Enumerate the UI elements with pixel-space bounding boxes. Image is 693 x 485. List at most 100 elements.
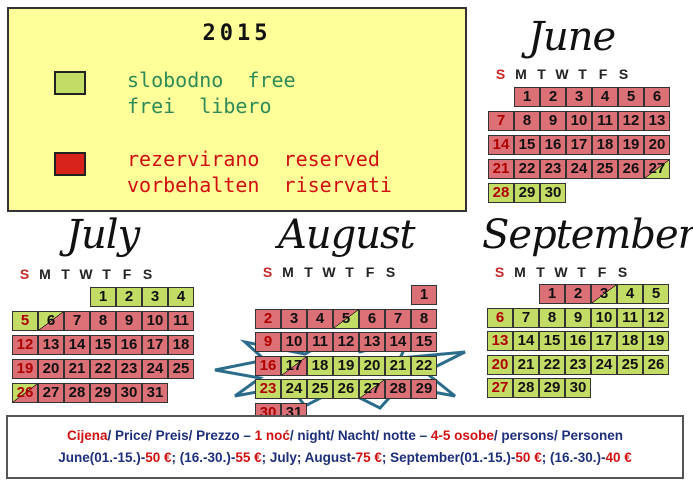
day-cell[interactable]: 29	[90, 383, 116, 403]
day-cell[interactable]: 14	[64, 335, 90, 355]
day-cell[interactable]: 27	[359, 379, 385, 399]
day-cell[interactable]: 18	[617, 331, 643, 351]
day-cell[interactable]: 3	[566, 87, 592, 107]
day-cell[interactable]: 6	[38, 311, 64, 331]
day-cell[interactable]: 21	[488, 159, 514, 179]
day-cell[interactable]: 8	[539, 307, 565, 328]
day-cell[interactable]: 17	[591, 331, 617, 351]
day-cell[interactable]: 4	[307, 308, 333, 329]
day-cell[interactable]: 14	[385, 332, 411, 352]
day-cell[interactable]: 22	[411, 355, 437, 376]
day-cell[interactable]: 18	[168, 335, 194, 355]
day-cell[interactable]: 16	[540, 135, 566, 155]
day-cell[interactable]: 23	[116, 359, 142, 379]
day-cell[interactable]: 21	[385, 355, 411, 376]
day-cell[interactable]: 1	[90, 287, 116, 307]
day-cell[interactable]: 30	[116, 383, 142, 403]
day-cell[interactable]: 3	[281, 308, 307, 329]
day-cell[interactable]: 8	[411, 308, 437, 329]
day-cell[interactable]: 26	[333, 379, 359, 399]
day-cell[interactable]: 21	[513, 354, 539, 375]
day-cell[interactable]: 22	[539, 354, 565, 375]
day-cell[interactable]: 4	[592, 87, 618, 107]
day-cell[interactable]: 19	[333, 355, 359, 376]
day-cell[interactable]: 15	[514, 135, 540, 155]
day-cell[interactable]: 15	[411, 332, 437, 352]
day-cell[interactable]: 6	[359, 308, 385, 329]
day-cell[interactable]: 9	[255, 332, 281, 352]
day-cell[interactable]: 2	[116, 287, 142, 307]
day-cell[interactable]: 5	[333, 308, 359, 329]
day-cell[interactable]: 9	[116, 311, 142, 331]
day-cell[interactable]: 5	[643, 284, 669, 304]
day-cell[interactable]: 24	[281, 379, 307, 399]
day-cell[interactable]: 25	[307, 379, 333, 399]
day-cell[interactable]: 26	[643, 354, 669, 375]
day-cell[interactable]: 20	[644, 135, 670, 155]
day-cell[interactable]: 13	[644, 111, 670, 131]
day-cell[interactable]: 29	[514, 183, 540, 203]
day-cell[interactable]: 13	[487, 331, 513, 351]
day-cell[interactable]: 18	[592, 135, 618, 155]
day-cell[interactable]: 12	[618, 111, 644, 131]
day-cell[interactable]: 10	[591, 307, 617, 328]
day-cell[interactable]: 10	[566, 111, 592, 131]
day-cell[interactable]: 7	[64, 311, 90, 331]
day-cell[interactable]: 11	[592, 111, 618, 131]
day-cell[interactable]: 1	[539, 284, 565, 304]
day-cell[interactable]: 3	[142, 287, 168, 307]
day-cell[interactable]: 29	[539, 378, 565, 398]
day-cell[interactable]: 3	[591, 284, 617, 304]
day-cell[interactable]: 16	[565, 331, 591, 351]
day-cell[interactable]: 20	[487, 354, 513, 375]
day-cell[interactable]: 11	[168, 311, 194, 331]
day-cell[interactable]: 1	[514, 87, 540, 107]
day-cell[interactable]: 30	[540, 183, 566, 203]
day-cell[interactable]: 27	[644, 159, 670, 179]
day-cell[interactable]: 23	[565, 354, 591, 375]
day-cell[interactable]: 8	[90, 311, 116, 331]
day-cell[interactable]: 19	[12, 359, 38, 379]
day-cell[interactable]: 27	[38, 383, 64, 403]
day-cell[interactable]: 17	[142, 335, 168, 355]
day-cell[interactable]: 13	[38, 335, 64, 355]
day-cell[interactable]: 23	[540, 159, 566, 179]
day-cell[interactable]: 21	[64, 359, 90, 379]
day-cell[interactable]: 8	[514, 111, 540, 131]
day-cell[interactable]: 2	[255, 308, 281, 329]
day-cell[interactable]: 24	[142, 359, 168, 379]
day-cell[interactable]: 11	[307, 332, 333, 352]
day-cell[interactable]: 12	[643, 307, 669, 328]
day-cell[interactable]: 16	[255, 355, 281, 376]
day-cell[interactable]: 6	[487, 307, 513, 328]
day-cell[interactable]: 16	[116, 335, 142, 355]
day-cell[interactable]: 9	[540, 111, 566, 131]
day-cell[interactable]: 31	[142, 383, 168, 403]
day-cell[interactable]: 4	[617, 284, 643, 304]
day-cell[interactable]: 6	[644, 87, 670, 107]
day-cell[interactable]: 12	[333, 332, 359, 352]
day-cell[interactable]: 17	[566, 135, 592, 155]
day-cell[interactable]: 24	[566, 159, 592, 179]
day-cell[interactable]: 28	[488, 183, 514, 203]
day-cell[interactable]: 25	[617, 354, 643, 375]
day-cell[interactable]: 25	[168, 359, 194, 379]
day-cell[interactable]: 15	[90, 335, 116, 355]
day-cell[interactable]: 22	[514, 159, 540, 179]
day-cell[interactable]: 10	[281, 332, 307, 352]
day-cell[interactable]: 14	[513, 331, 539, 351]
day-cell[interactable]: 28	[64, 383, 90, 403]
day-cell[interactable]: 13	[359, 332, 385, 352]
day-cell[interactable]: 22	[90, 359, 116, 379]
day-cell[interactable]: 19	[643, 331, 669, 351]
day-cell[interactable]: 24	[591, 354, 617, 375]
day-cell[interactable]: 28	[513, 378, 539, 398]
day-cell[interactable]: 5	[618, 87, 644, 107]
day-cell[interactable]: 27	[487, 378, 513, 398]
day-cell[interactable]: 26	[618, 159, 644, 179]
day-cell[interactable]: 11	[617, 307, 643, 328]
day-cell[interactable]: 18	[307, 355, 333, 376]
day-cell[interactable]: 14	[488, 135, 514, 155]
day-cell[interactable]: 28	[385, 379, 411, 399]
day-cell[interactable]: 7	[513, 307, 539, 328]
